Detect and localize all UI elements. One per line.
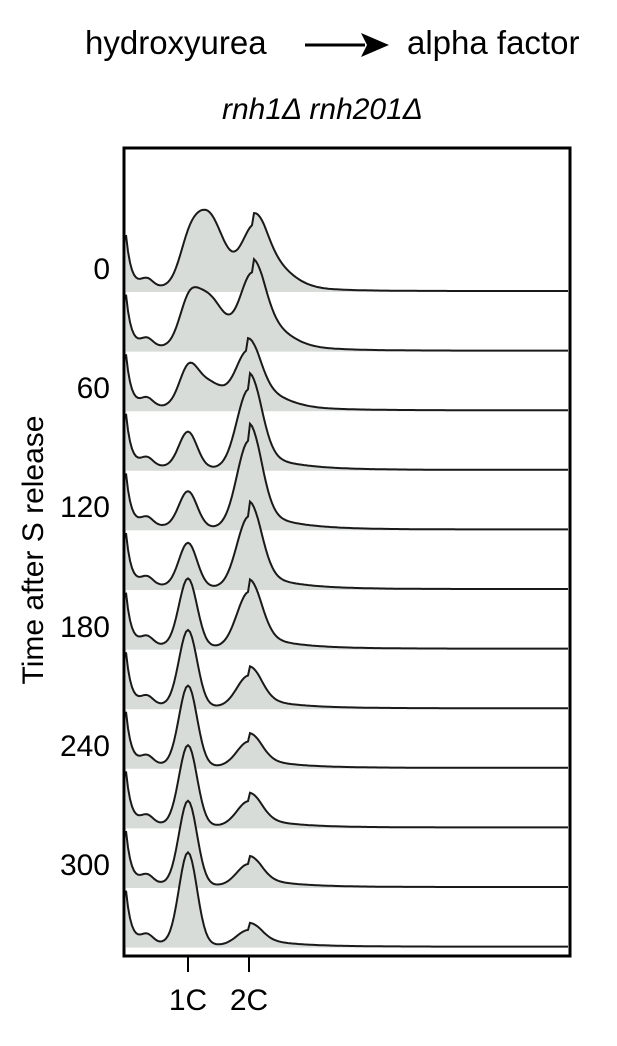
histogram-trace-1	[125, 257, 568, 352]
x-tick-label: 2C	[229, 984, 269, 1017]
y-axis-label: Time after S release	[17, 415, 50, 685]
y-tick-label: 0	[93, 253, 110, 286]
plot-frame	[122, 146, 572, 958]
histogram-trace-7	[125, 628, 568, 710]
y-tick-label: 180	[59, 610, 110, 644]
y-tick-label: 120	[59, 491, 110, 525]
x-ticks	[187, 956, 250, 972]
histogram-fill-8	[126, 685, 568, 769]
histogram-fill-9	[126, 745, 568, 829]
histogram-fill-6	[126, 578, 568, 650]
histogram-trace-11	[125, 850, 568, 948]
histogram-trace-9	[125, 743, 568, 829]
histogram-trace-0	[125, 208, 568, 292]
chart-subtitle: rnh1Δ rnh201Δ	[222, 93, 423, 126]
y-tick-label: 60	[76, 372, 110, 406]
histogram-trace-6	[125, 577, 568, 650]
histogram-trace-8	[125, 684, 568, 769]
header-right-label: alpha factor	[407, 24, 580, 61]
y-tick-label: 240	[59, 729, 110, 763]
histogram-fill-5	[126, 501, 568, 590]
header-left-label: hydroxyurea	[85, 24, 267, 61]
histogram-fill-11	[126, 852, 568, 948]
x-tick-label: 1C	[168, 984, 208, 1017]
histogram-fill-0	[126, 209, 568, 292]
y-tick-label: 300	[59, 849, 110, 882]
histogram-trace-2	[125, 336, 568, 412]
histogram-fill-1	[126, 259, 568, 352]
histogram-trace-4	[125, 421, 568, 531]
histogram-fill-10	[126, 800, 568, 888]
histogram-trace-5	[125, 499, 568, 590]
histogram-trace-3	[125, 371, 568, 471]
histogram-fill-3	[126, 373, 568, 471]
histogram-trace-10	[125, 799, 568, 888]
histogram-fill-4	[126, 423, 568, 531]
histogram-fill-2	[126, 338, 568, 412]
right-arrow-icon	[305, 33, 389, 57]
histogram-traces	[125, 208, 568, 948]
